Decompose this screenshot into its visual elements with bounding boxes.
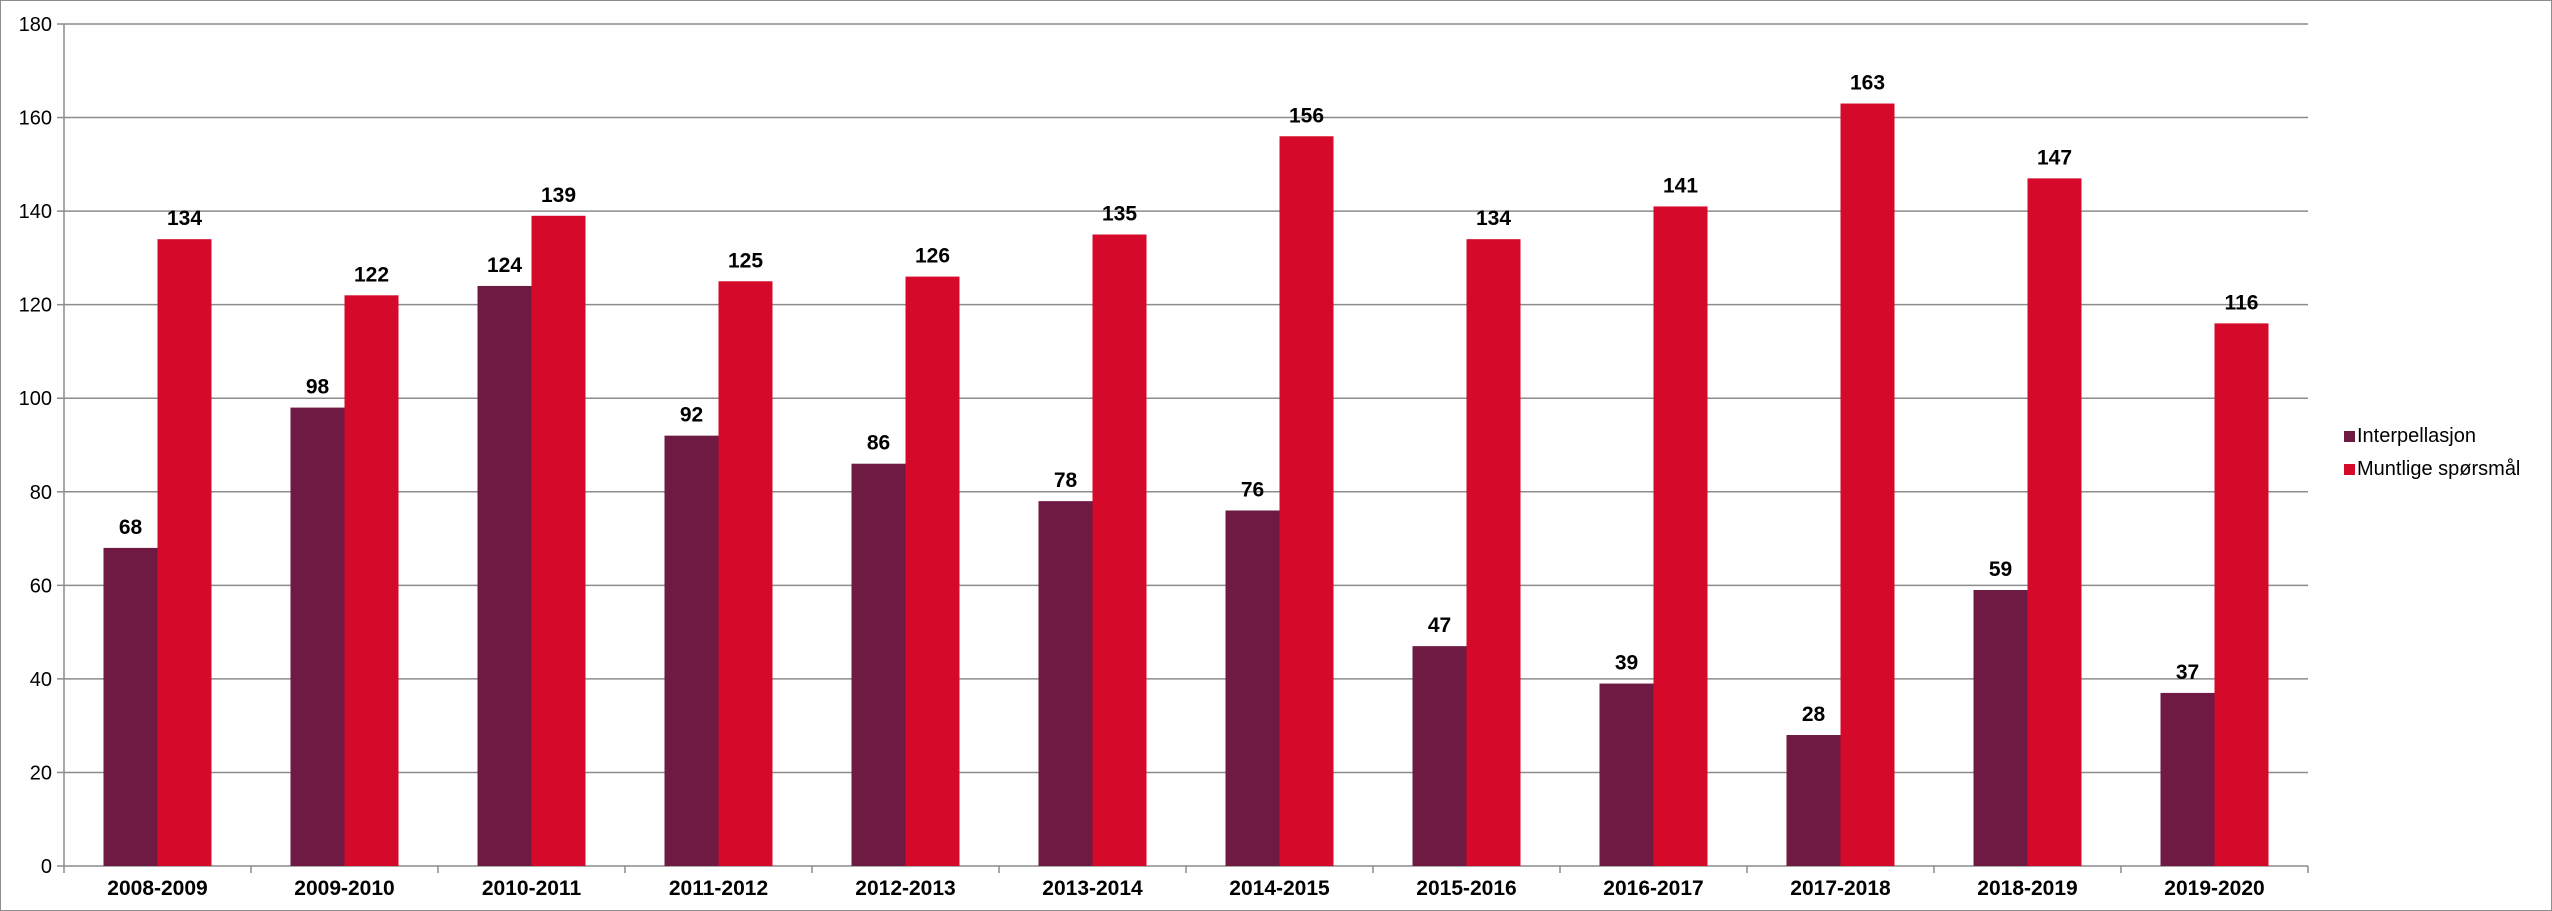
data-label: 139 [541,184,576,207]
data-label: 125 [728,249,763,272]
bar-muntlige-sp-rsm-l [2027,178,2082,866]
x-tick-label: 2017-2018 [1790,877,1891,900]
x-tick-label: 2013-2014 [1042,877,1143,900]
bar-interpellasjon [1599,683,1654,866]
data-label: 47 [1428,614,1451,637]
data-label: 98 [306,376,330,399]
x-tick-label: 2015-2016 [1416,877,1516,900]
bar-muntlige-sp-rsm-l [1840,103,1895,867]
bar-interpellasjon [2160,692,2215,866]
bar-interpellasjon [664,435,719,866]
bar-muntlige-sp-rsm-l [1092,234,1147,866]
x-tick-label: 2019-2020 [2164,877,2264,900]
gridlines [64,23,2308,774]
y-tick-label: 140 [19,201,52,223]
x-tick-label: 2011-2012 [669,877,768,900]
x-tick-label: 2010-2011 [482,877,582,900]
x-tick-label: 2018-2019 [1977,877,2077,900]
data-label: 124 [487,254,522,277]
legend-label: Muntlige spørsmål [2357,458,2520,480]
bar-muntlige-sp-rsm-l [531,215,586,867]
legend: Interpellasjon Muntlige spørsmål [2344,425,2520,480]
data-label: 116 [2225,291,2259,314]
bar-interpellasjon [1412,646,1467,866]
x-tick-label: 2016-2017 [1603,877,1703,900]
bars [103,103,2269,867]
bar-interpellasjon [290,407,345,866]
data-label: 39 [1615,652,1638,675]
bar-interpellasjon [1973,590,2028,866]
y-tick-label: 40 [30,669,52,691]
y-tick-label: 100 [19,388,52,410]
y-tick-label: 160 [19,108,52,130]
bar-muntlige-sp-rsm-l [157,239,212,866]
x-tick-label: 2009-2010 [294,877,394,900]
bar-muntlige-sp-rsm-l [1279,136,1334,866]
data-label: 163 [1850,72,1885,95]
data-label: 134 [1476,207,1511,230]
data-label: 122 [354,263,389,286]
x-tick-label: 2014-2015 [1229,877,1330,900]
bar-interpellasjon [851,463,906,866]
bar-interpellasjon [1038,501,1093,866]
x-tick-label: 2008-2009 [107,877,207,900]
bar-interpellasjon [103,547,158,866]
data-label: 78 [1054,469,1078,492]
bar-interpellasjon [1786,735,1841,866]
data-label: 135 [1102,203,1137,226]
legend-label: Interpellasjon [2357,425,2476,447]
data-label: 134 [167,207,202,230]
y-tick-label: 0 [41,856,52,878]
x-tick-label: 2012-2013 [855,877,955,900]
bar-muntlige-sp-rsm-l [1653,206,1708,866]
legend-swatch [2344,464,2355,475]
bar-muntlige-sp-rsm-l [344,295,399,866]
data-label: 76 [1241,478,1264,501]
data-label: 126 [915,245,950,268]
bar-muntlige-sp-rsm-l [2214,323,2269,866]
y-tick-label: 20 [30,762,52,784]
y-tick-label: 60 [30,575,52,597]
data-label: 147 [2037,146,2072,169]
y-tick-label: 180 [19,14,52,36]
data-label: 68 [119,516,143,539]
data-labels: 68 98 124 92 86 78 76 47 39 28 59 37 134 122 139 125 126… [119,72,2259,726]
data-label: 92 [680,404,703,427]
data-label: 141 [1663,174,1698,197]
data-label: 156 [1289,104,1324,127]
data-label: 59 [1989,558,2012,581]
bar-muntlige-sp-rsm-l [718,281,773,866]
axes: 0 20 40 60 80 100 120 140 160 180 2008-2009 2009-20… [19,14,2309,900]
bar-muntlige-sp-rsm-l [905,276,960,867]
y-tick-label: 80 [30,482,52,504]
data-label: 86 [867,432,890,455]
data-label: 37 [2176,661,2199,684]
bar-muntlige-sp-rsm-l [1466,239,1521,866]
data-label: 28 [1802,703,1826,726]
y-tick-label: 120 [19,295,52,317]
bar-interpellasjon [477,285,532,866]
bar-interpellasjon [1225,510,1280,866]
legend-swatch [2344,431,2355,442]
